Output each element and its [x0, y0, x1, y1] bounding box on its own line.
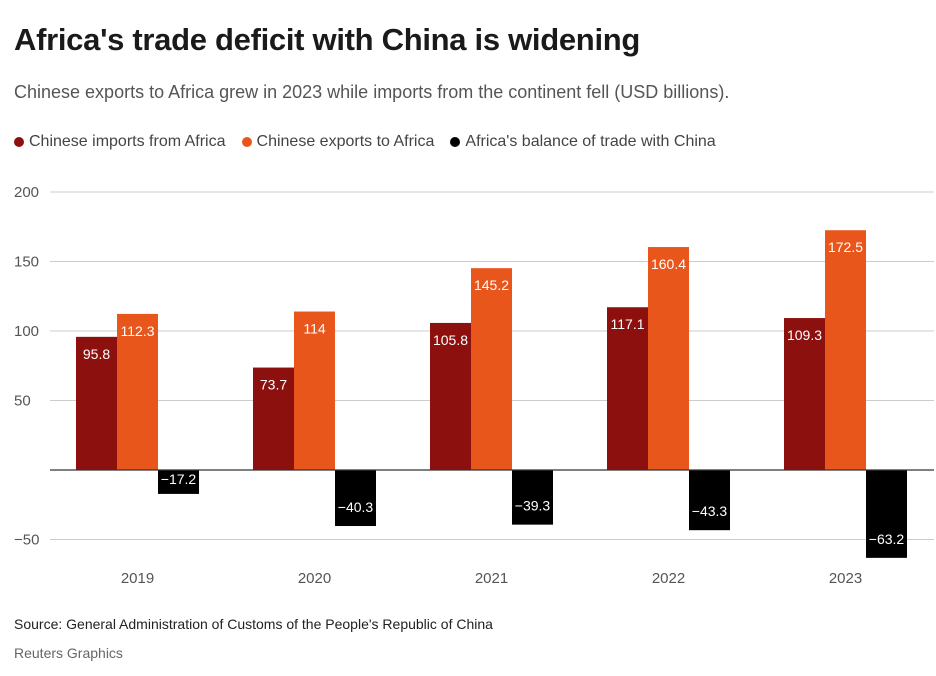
legend: Chinese imports from Africa Chinese expo… [14, 133, 716, 151]
data-label: 112.3 [121, 323, 155, 339]
bar-balance [866, 470, 907, 558]
y-tick-label: 200 [14, 184, 39, 201]
data-label: −39.3 [515, 498, 551, 514]
bar-imports [253, 367, 294, 470]
bar-balance [158, 470, 199, 494]
bar-balance [512, 470, 553, 525]
y-tick-label: 50 [14, 393, 31, 410]
y-tick-label: −50 [14, 532, 39, 549]
bar-exports [117, 313, 158, 470]
data-label: 73.7 [260, 377, 287, 393]
legend-label-imports: Chinese imports from Africa [29, 133, 226, 150]
bar-balance [335, 470, 376, 527]
x-tick-label: 2020 [298, 570, 331, 587]
data-label: −63.2 [869, 531, 905, 547]
data-label: −43.3 [692, 503, 728, 519]
data-label: 114 [303, 321, 326, 337]
x-tick-label: 2019 [121, 570, 154, 587]
bar-exports [648, 247, 689, 470]
chart-subtitle: Chinese exports to Africa grew in 2023 w… [14, 82, 730, 102]
bar-imports [607, 307, 648, 470]
bar-balance [689, 470, 730, 531]
data-label: 109.3 [787, 327, 822, 343]
y-tick-label: 100 [14, 323, 39, 340]
data-label: 172.5 [828, 239, 863, 255]
bar-exports [825, 230, 866, 470]
bar-imports [784, 318, 825, 470]
legend-item-exports: Chinese exports to Africa [241, 133, 435, 151]
data-label: −40.3 [338, 499, 374, 515]
x-tick-label: 2022 [652, 570, 685, 587]
y-tick-label: 150 [14, 254, 39, 271]
bar-imports [76, 336, 117, 470]
data-label: 145.2 [474, 277, 509, 293]
x-tick-label: 2023 [829, 570, 862, 587]
chart-title: Africa's trade deficit with China is wid… [14, 22, 641, 57]
data-label: 95.8 [83, 346, 110, 362]
data-label: 160.4 [651, 256, 686, 272]
legend-item-balance: Africa's balance of trade with China [450, 133, 716, 151]
legend-swatch-imports [14, 137, 24, 147]
x-tick-label: 2021 [475, 570, 508, 587]
source-note: Source: General Administration of Custom… [14, 616, 493, 632]
credit-note: Reuters Graphics [14, 645, 123, 661]
data-label: −17.2 [161, 471, 197, 487]
bar-exports [471, 268, 512, 470]
legend-label-exports: Chinese exports to Africa [256, 133, 435, 150]
legend-label-balance: Africa's balance of trade with China [465, 133, 716, 150]
bar-imports [430, 322, 471, 470]
legend-swatch-balance [450, 137, 461, 147]
data-label: 105.8 [433, 332, 468, 348]
legend-swatch-exports [241, 137, 252, 147]
data-label: 117.1 [611, 316, 645, 332]
bar-chart: 200 150 100 50 −50 95.8 73.7 105.8 117.1 109.3 112… [14, 184, 934, 587]
legend-item-imports: Chinese imports from Africa [14, 133, 226, 151]
bar-exports [294, 311, 335, 470]
